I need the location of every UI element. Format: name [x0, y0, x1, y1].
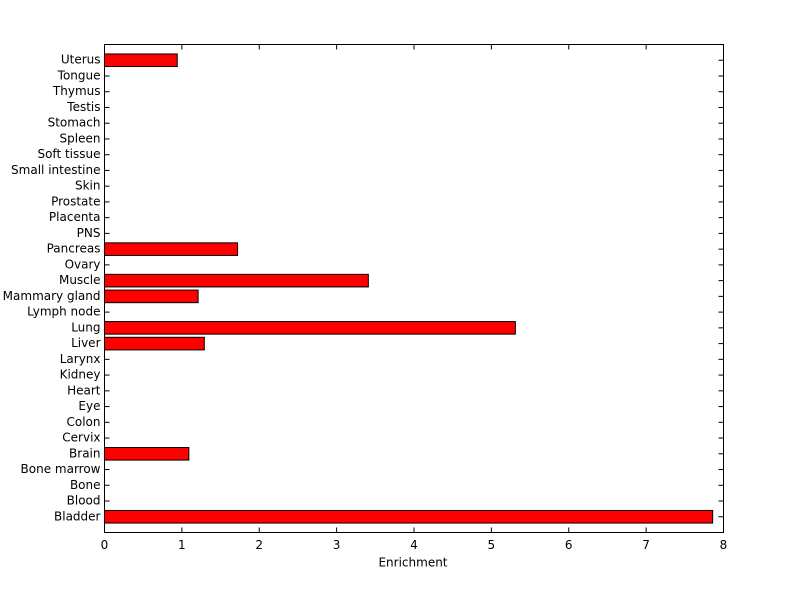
- bar: [104, 509, 714, 524]
- x-tick-label: 1: [178, 538, 186, 552]
- y-tick-label: PNS: [77, 226, 101, 240]
- y-tick-label: Larynx: [60, 352, 101, 366]
- plot-frame: [104, 44, 724, 533]
- bar: [104, 242, 239, 256]
- y-tick-label: Soft tissue: [37, 147, 100, 161]
- y-tick-label: Testis: [66, 100, 100, 114]
- y-tick-label: Kidney: [60, 368, 101, 382]
- y-tick-label: Small intestine: [11, 163, 100, 177]
- bar: [104, 336, 205, 351]
- y-tick-label: Muscle: [59, 273, 101, 287]
- y-tick-label: Stomach: [48, 116, 101, 130]
- bar: [104, 53, 178, 68]
- y-tick-label: Tongue: [57, 68, 101, 82]
- x-tick-label: 0: [101, 538, 109, 552]
- y-tick-label: Cervix: [62, 431, 100, 445]
- y-tick-label: Bone: [70, 478, 101, 492]
- x-tick-label: 3: [333, 538, 341, 552]
- x-axis-label: Enrichment: [378, 556, 447, 570]
- y-tick-label: Liver: [71, 336, 101, 350]
- y-tick-label: Spleen: [60, 131, 101, 145]
- bar: [104, 289, 199, 304]
- x-tick-label: 7: [642, 538, 650, 552]
- x-tick-label: 6: [565, 538, 573, 552]
- y-tick-label: Placenta: [49, 210, 101, 224]
- x-tick-label: 2: [255, 538, 263, 552]
- y-tick-label: Thymus: [52, 84, 101, 98]
- y-tick-label: Brain: [69, 446, 100, 460]
- y-tick-label: Lung: [71, 320, 100, 334]
- x-tick-label: 8: [720, 538, 728, 552]
- bar: [104, 321, 516, 335]
- y-tick-label: Heart: [67, 383, 101, 397]
- y-tick-label: Eye: [78, 399, 100, 413]
- bar: [104, 273, 369, 288]
- y-tick-label: Uterus: [61, 53, 101, 67]
- y-tick-label: Bone marrow: [21, 462, 101, 476]
- y-tick-label: Skin: [75, 179, 101, 193]
- y-tick-label: Lymph node: [27, 305, 100, 319]
- y-tick-label: Bladder: [54, 509, 101, 523]
- y-tick-label: Colon: [66, 415, 100, 429]
- y-tick-label: Prostate: [51, 194, 100, 208]
- bar: [104, 446, 190, 461]
- y-tick-label: Ovary: [65, 257, 101, 271]
- y-tick-label: Mammary gland: [3, 289, 101, 303]
- y-tick-label: Pancreas: [47, 242, 101, 256]
- y-tick-label: Blood: [67, 494, 101, 508]
- x-tick-label: 5: [488, 538, 496, 552]
- x-tick-label: 4: [410, 538, 418, 552]
